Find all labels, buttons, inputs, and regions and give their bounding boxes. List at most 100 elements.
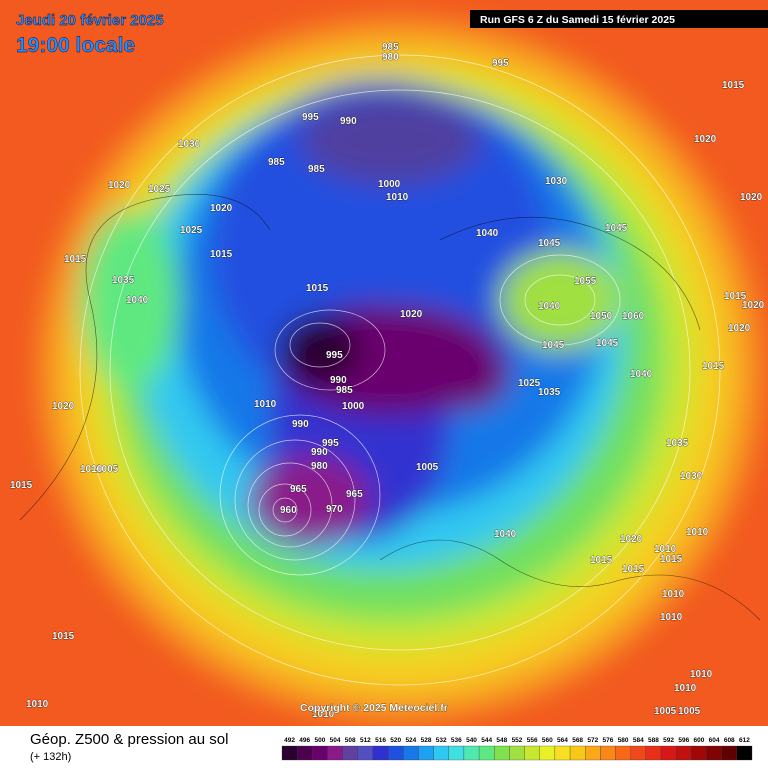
footer-lead: (+ 132h) bbox=[30, 751, 71, 763]
colorbar-swatch bbox=[357, 745, 374, 761]
isobar-label: 1025 bbox=[518, 378, 541, 389]
colorbar-label: 536 bbox=[451, 737, 462, 744]
colorbar-swatch bbox=[736, 745, 753, 761]
isobar-label: 1060 bbox=[622, 311, 645, 322]
isobar-label: 1015 bbox=[724, 291, 747, 302]
isobar-label: 995 bbox=[326, 350, 343, 361]
colorbar-swatch bbox=[676, 745, 692, 761]
colorbar-swatch bbox=[281, 745, 298, 761]
run-info: Run GFS 6 Z du Samedi 15 février 2025 bbox=[480, 14, 675, 26]
isobar-label: 1020 bbox=[210, 203, 233, 214]
colorbar-swatch bbox=[615, 745, 631, 761]
colorbar-swatch bbox=[342, 745, 358, 761]
colorbar-label: 516 bbox=[375, 737, 386, 744]
colorbar-swatch bbox=[387, 745, 404, 761]
colorbar-swatch bbox=[585, 745, 601, 761]
isobar-label: 995 bbox=[492, 58, 509, 69]
geopotential-field bbox=[0, 0, 768, 726]
isobar-label: 1000 bbox=[378, 179, 401, 190]
isobar-label: 1015 bbox=[590, 555, 613, 566]
isobar-label: 990 bbox=[340, 116, 357, 127]
colorbar-label: 524 bbox=[405, 737, 416, 744]
colorbar-label: 584 bbox=[633, 737, 644, 744]
isobar-label: 1030 bbox=[178, 139, 201, 150]
isobar-label: 985 bbox=[336, 385, 353, 396]
colorbar-label: 564 bbox=[557, 737, 568, 744]
isobar-label: 1020 bbox=[108, 180, 131, 191]
colorbar: 492 496 500 504 508 512 516 520 524 528 532 536 540 5… bbox=[281, 737, 753, 761]
isobar-label: 1010 bbox=[654, 544, 677, 555]
colorbar-label: 612 bbox=[739, 737, 750, 744]
isobar-label: 1040 bbox=[630, 369, 653, 380]
colorbar-swatch bbox=[494, 745, 510, 761]
isobar-label: 1025 bbox=[180, 225, 203, 236]
isobar-label: 990 bbox=[311, 447, 328, 458]
isobar-label: 1020 bbox=[400, 309, 423, 320]
isobar-label: 1015 bbox=[210, 249, 233, 260]
isobar-label: 1020 bbox=[52, 401, 75, 412]
isobar-label: 1040 bbox=[538, 301, 561, 312]
colorbar-label: 552 bbox=[512, 737, 523, 744]
colorbar-label: 572 bbox=[587, 737, 598, 744]
isobar-label: 965 bbox=[290, 484, 307, 495]
colorbar-swatch bbox=[372, 745, 389, 761]
colorbar-swatch bbox=[691, 745, 707, 761]
isobar-label: 1040 bbox=[494, 529, 517, 540]
isobar-label: 1025 bbox=[148, 184, 171, 195]
colorbar-label: 604 bbox=[709, 737, 720, 744]
isobar-label: 1055 bbox=[574, 276, 597, 287]
isobar-label: 1010 bbox=[254, 399, 277, 410]
isobar-label: 1045 bbox=[542, 340, 565, 351]
isobar-label: 1005 bbox=[96, 464, 119, 475]
colorbar-label: 496 bbox=[299, 737, 310, 744]
colorbar-label: 588 bbox=[648, 737, 659, 744]
colorbar-label: 540 bbox=[466, 737, 477, 744]
colorbar-label: 528 bbox=[421, 737, 432, 744]
run-box bbox=[470, 10, 768, 28]
isobar-label: 1010 bbox=[660, 612, 683, 623]
colorbar-label: 500 bbox=[314, 737, 325, 744]
colorbar-label: 580 bbox=[618, 737, 629, 744]
colorbar-swatch bbox=[478, 745, 495, 761]
colorbar-label: 504 bbox=[330, 737, 341, 744]
colorbar-label: 556 bbox=[527, 737, 538, 744]
isobar-label: 1050 bbox=[590, 311, 613, 322]
colorbar-swatch bbox=[297, 745, 313, 761]
isobar-label: 995 bbox=[322, 438, 339, 449]
isobar-label: 970 bbox=[326, 504, 343, 515]
isobar-label: 1015 bbox=[64, 254, 87, 265]
isobar-label: 1015 bbox=[702, 361, 725, 372]
isobar-label: 995 bbox=[302, 112, 319, 123]
colorbar-label: 576 bbox=[603, 737, 614, 744]
isobar-label: 1010 bbox=[312, 709, 335, 720]
isobar-label: 1040 bbox=[126, 295, 149, 306]
isobar-label: 1030 bbox=[680, 471, 703, 482]
colorbar-swatch bbox=[463, 745, 480, 761]
isobar-label: 1020 bbox=[694, 134, 717, 145]
isobar-label: 1015 bbox=[622, 564, 645, 575]
isobar-label: 1010 bbox=[26, 699, 49, 710]
colorbar-label: 520 bbox=[390, 737, 401, 744]
footer-title: Géop. Z500 & pression au sol bbox=[30, 731, 228, 748]
local-time: 19:00 locale bbox=[16, 34, 135, 57]
colorbar-label: 548 bbox=[496, 737, 507, 744]
isobar-label: 1005 bbox=[416, 462, 439, 473]
colorbar-swatch bbox=[524, 745, 540, 761]
colorbar-swatch bbox=[660, 745, 677, 761]
colorbar-label: 568 bbox=[572, 737, 583, 744]
colorbar-swatch bbox=[539, 745, 556, 761]
colorbar-swatch bbox=[706, 745, 722, 761]
isobar-label: 1045 bbox=[538, 238, 561, 249]
isobar-label: 1000 bbox=[342, 401, 365, 412]
isobar-label: 1035 bbox=[538, 387, 561, 398]
isobar-label: 1045 bbox=[605, 223, 628, 234]
isobar-label: 990 bbox=[330, 375, 347, 386]
isobar-label: 1005 bbox=[678, 706, 701, 717]
isobar-label: 985 bbox=[382, 42, 399, 53]
isobar-label: 1015 bbox=[10, 480, 33, 491]
colorbar-label: 492 bbox=[284, 737, 295, 744]
colorbar-swatch bbox=[721, 745, 737, 761]
isobar-label: 1010 bbox=[690, 669, 713, 680]
colorbar-label: 512 bbox=[360, 737, 371, 744]
colorbar-swatch bbox=[554, 745, 571, 761]
